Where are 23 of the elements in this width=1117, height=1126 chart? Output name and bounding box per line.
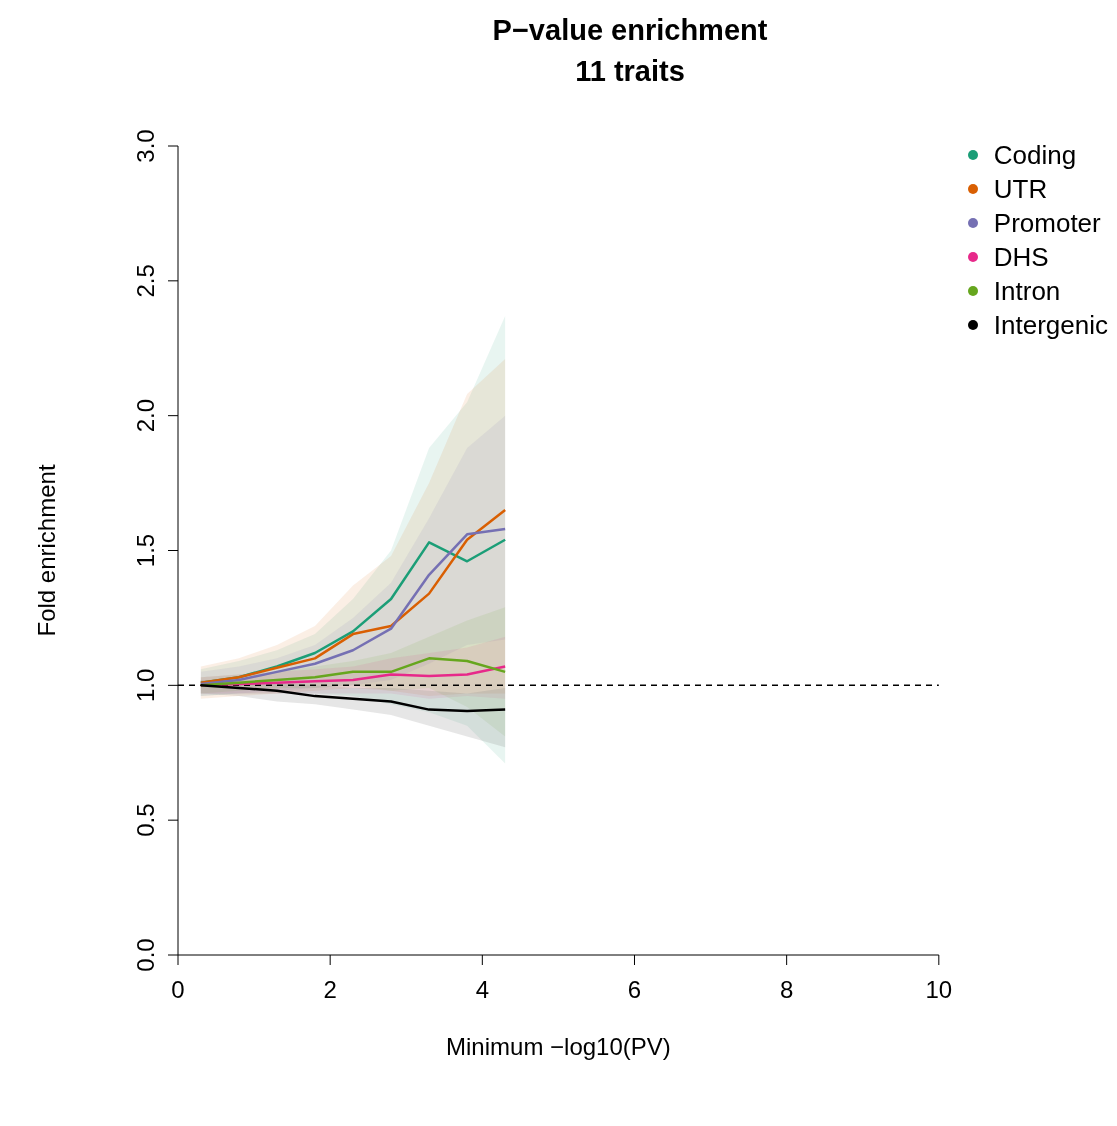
x-tick-label: 6 [627, 976, 642, 1004]
y-tick-label: 0.0 [132, 938, 159, 972]
x-tick-label: 8 [779, 976, 794, 1004]
legend-label: DHS [993, 241, 1049, 274]
legend-label: UTR [993, 173, 1048, 206]
y-tick-label: 3.0 [132, 129, 159, 163]
legend-label: Promoter [993, 207, 1101, 240]
legend-label: Intron [993, 275, 1061, 308]
y-tick-label: 2.0 [132, 398, 159, 433]
chart-title: P−value enrichment [491, 13, 769, 48]
chart-subtitle: 11 traits [574, 54, 686, 89]
legend-label: Intergenic [993, 309, 1108, 342]
x-tick-label: 0 [171, 976, 185, 1004]
legend-label: Coding [993, 139, 1077, 172]
x-tick-label: 10 [925, 976, 953, 1004]
x-tick-label: 4 [475, 976, 489, 1004]
y-tick-label: 0.5 [132, 803, 159, 837]
y-tick-label: 1.5 [132, 533, 159, 568]
y-tick-label: 1.0 [132, 668, 159, 703]
x-tick-label: 2 [323, 976, 337, 1004]
y-axis-title: Fold enrichment [32, 464, 60, 637]
y-tick-label: 2.5 [132, 264, 159, 298]
x-axis-title: Minimum −log10(PV) [446, 1033, 671, 1060]
